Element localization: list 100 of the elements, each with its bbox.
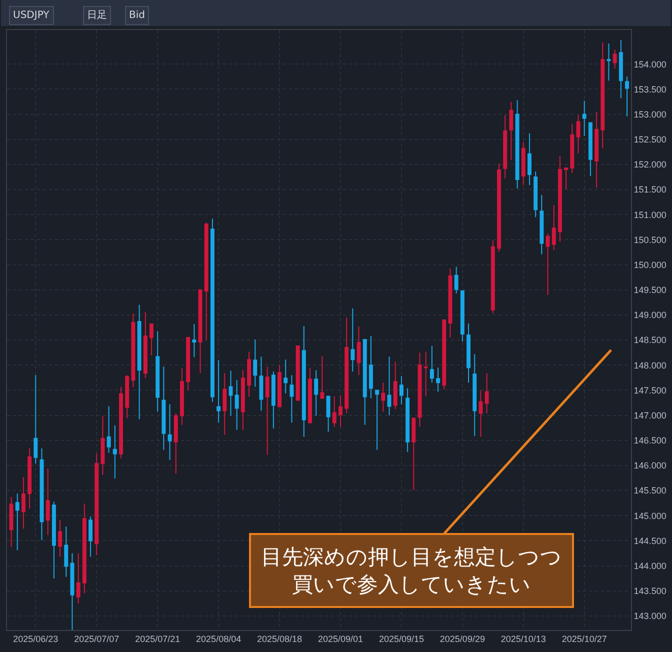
candlestick (150, 323, 154, 356)
candlestick (174, 412, 178, 474)
candlestick (625, 76, 630, 117)
x-tick-label: 2025/08/18 (256, 634, 302, 644)
candlestick (222, 372, 227, 436)
y-tick-label: 144.500 (634, 536, 666, 546)
y-tick-label: 151.000 (634, 210, 666, 220)
y-tick-label: 149.000 (634, 310, 666, 320)
candlestick (478, 390, 483, 438)
text: 日足 (87, 10, 107, 21)
candlestick (484, 372, 489, 414)
candlestick (320, 356, 324, 399)
candlestick (228, 370, 233, 416)
candlestick (406, 388, 410, 452)
candlestick (34, 374, 38, 464)
candlestick (100, 416, 105, 476)
candlestick (362, 339, 367, 426)
candlestick (606, 43, 611, 82)
y-tick-label: 143.500 (634, 586, 666, 596)
candlestick (612, 49, 617, 70)
candlestick (112, 424, 117, 479)
x-tick-label: 2025/10/13 (500, 634, 546, 644)
candlestick (180, 368, 184, 426)
candlestick (381, 382, 386, 412)
candlestick (460, 290, 464, 342)
candlestick (387, 356, 392, 416)
y-tick-label: 146.500 (634, 436, 666, 446)
candlestick (618, 40, 623, 99)
candlestick (412, 418, 416, 491)
x-tick-label: 2025/08/04 (196, 634, 242, 644)
candlestick (399, 376, 404, 405)
candlestick (552, 204, 556, 251)
candlestick (454, 266, 458, 294)
y-tick-label: 147.500 (634, 385, 666, 396)
y-tick-label: 143.000 (634, 611, 666, 622)
candlestick (576, 114, 580, 154)
text: Bid (129, 10, 145, 21)
candlestick (234, 380, 239, 430)
candlestick (131, 312, 136, 388)
candlestick (290, 374, 294, 424)
candlestick (125, 374, 130, 419)
candlestick (162, 366, 166, 450)
candlestick (21, 476, 26, 530)
candlestick (540, 194, 544, 255)
candlestick (240, 370, 245, 430)
candlestick (9, 496, 14, 548)
candlestick (28, 448, 32, 510)
candlestick (490, 240, 495, 314)
candlestick (497, 162, 501, 252)
candlestick (564, 167, 568, 190)
candlestick (534, 170, 538, 218)
annotation: 目先深めの押し目を想定しつつ買いで参入していきたい (261, 545, 562, 596)
candlestick (314, 370, 318, 416)
candlestick (594, 111, 599, 188)
candlestick (528, 132, 532, 186)
candlestick (156, 331, 160, 412)
candlestick (46, 468, 50, 536)
candlestick (259, 356, 264, 412)
candlestick (247, 351, 252, 398)
candlestick (265, 366, 270, 456)
y-tick-label: 153.500 (634, 84, 666, 94)
x-tick-label: 2025/07/07 (74, 634, 120, 644)
y-tick-label: 147.000 (634, 410, 666, 420)
candlestick (204, 222, 208, 341)
candlestick (503, 114, 508, 179)
candlestick (58, 520, 62, 558)
candlestick (430, 346, 434, 384)
candlestick (521, 141, 526, 186)
candlestick (582, 100, 586, 136)
candlestick (509, 101, 514, 160)
candlestick (143, 311, 148, 379)
candlestick (442, 319, 446, 390)
candlestick (588, 122, 592, 176)
candlestick (418, 352, 422, 428)
candlestick (326, 396, 330, 432)
x-tick-label: 2025/06/23 (13, 634, 58, 644)
y-tick-label: 148.000 (634, 360, 666, 370)
y-tick-label: 153.000 (634, 109, 666, 120)
candlestick (368, 336, 373, 399)
candlestick (168, 404, 172, 460)
x-tick-label: 2025/07/21 (135, 634, 180, 644)
candlestick (278, 364, 282, 408)
candlestick (64, 526, 68, 578)
candlestick (15, 493, 20, 551)
candlestick (119, 386, 123, 459)
candlestick (356, 326, 361, 376)
y-tick-label: 149.500 (634, 285, 666, 296)
candlestick (296, 346, 300, 401)
candlestick (271, 371, 276, 429)
candlestick (375, 390, 380, 450)
candlestick (186, 337, 190, 391)
x-tick-label: 2025/09/01 (318, 634, 364, 644)
candlestick (88, 516, 93, 558)
candlestick (515, 100, 520, 190)
y-tick-label: 145.500 (634, 486, 666, 496)
candlestick (344, 316, 349, 414)
x-tick-label: 2025/09/29 (440, 634, 485, 644)
text: USDJPY (13, 10, 50, 21)
candlestick (302, 325, 306, 438)
x-tick-label: 2025/09/15 (378, 634, 424, 644)
